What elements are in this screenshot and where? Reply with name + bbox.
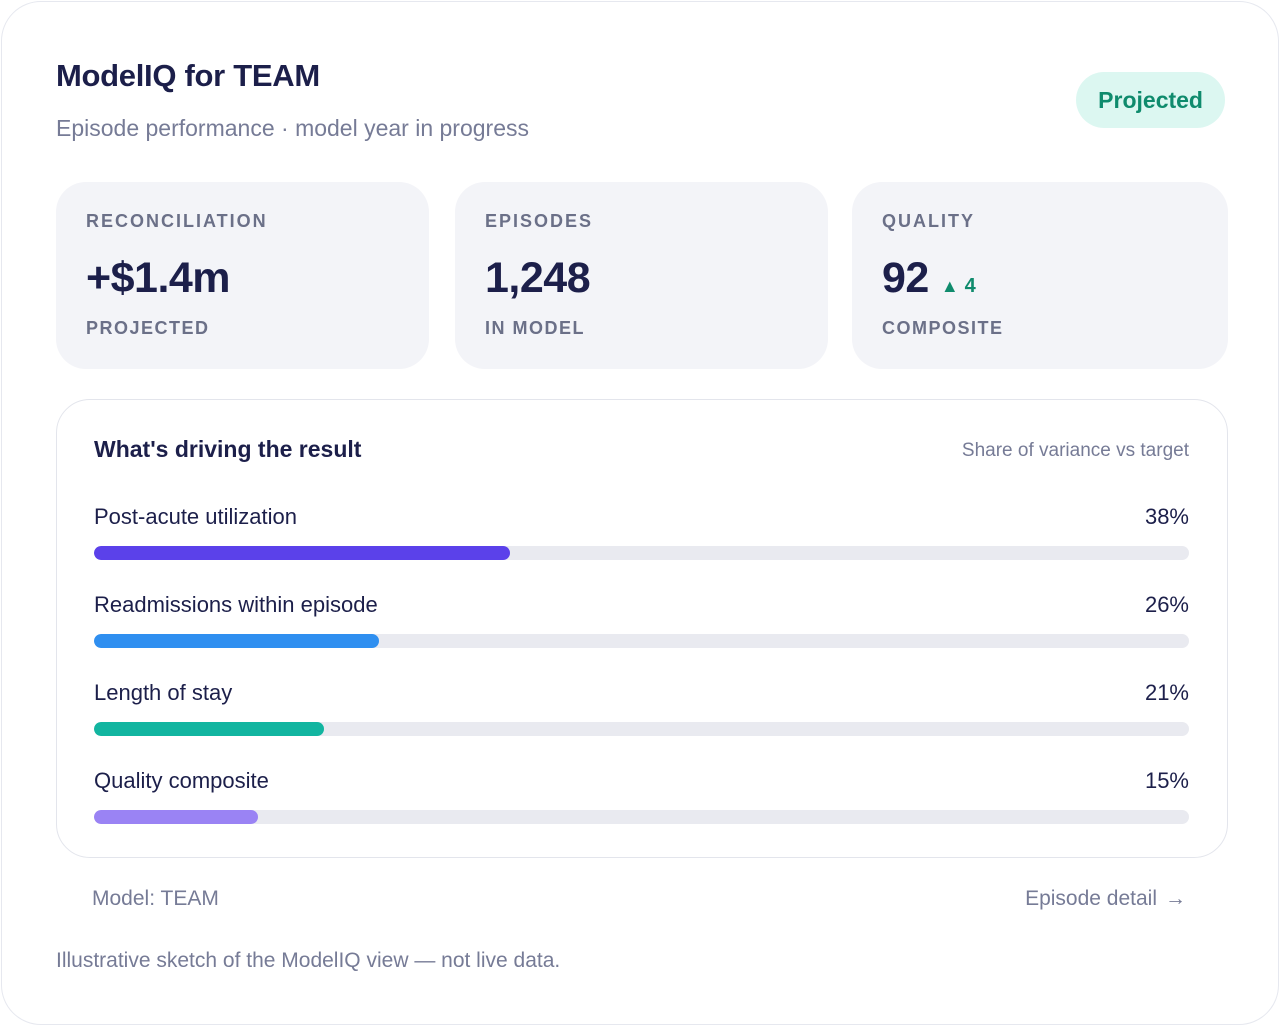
- kpi-delta-value: 4: [964, 275, 976, 297]
- kpi-episodes: EPISODES 1,248 IN MODEL: [455, 182, 828, 369]
- driver-label: Readmissions within episode: [94, 592, 378, 617]
- kpi-foot: IN MODEL: [485, 318, 585, 338]
- kpi-quality: QUALITY 92 ▲ 4 COMPOSITE: [852, 182, 1228, 369]
- model-label: Model: TEAM: [92, 887, 219, 910]
- kpi-reconciliation: RECONCILIATION +$1.4m PROJECTED: [56, 182, 429, 369]
- drivers-note: Share of variance vs target: [961, 440, 1189, 461]
- kpi-label: EPISODES: [485, 211, 594, 231]
- driver-label: Length of stay: [94, 680, 233, 705]
- driver-row: Quality composite 15%: [94, 768, 1189, 838]
- driver-bar-fill: [94, 546, 511, 560]
- kpi-foot: COMPOSITE: [882, 318, 1004, 338]
- driver-label: Post-acute utilization: [94, 504, 297, 529]
- driver-bar-track: [94, 634, 1189, 648]
- driver-bar-fill: [94, 722, 324, 736]
- episode-detail-label[interactable]: Episode detail: [1025, 887, 1157, 910]
- driver-percent: 38%: [1144, 504, 1189, 529]
- driver-percent: 21%: [1144, 680, 1189, 705]
- status-badge: Projected: [1076, 72, 1225, 128]
- kpi-label: RECONCILIATION: [86, 211, 268, 231]
- drivers-title: What's driving the result: [94, 436, 362, 462]
- kpi-foot: PROJECTED: [86, 318, 210, 338]
- driver-row: Length of stay 21%: [94, 680, 1189, 750]
- kpi-value: 92: [882, 254, 929, 302]
- kpi-delta: ▲ 4: [941, 275, 976, 298]
- driver-bar-track: [94, 722, 1189, 736]
- driver-bar-fill: [94, 634, 379, 648]
- kpi-value: 1,248: [485, 254, 591, 302]
- arrow-right-icon[interactable]: →: [1165, 887, 1186, 910]
- driver-row: Readmissions within episode 26%: [94, 592, 1189, 662]
- drivers-panel: What's driving the result Share of varia…: [56, 399, 1228, 858]
- triangle-up-icon: ▲: [940, 276, 959, 296]
- driver-percent: 15%: [1144, 768, 1189, 793]
- driver-label: Quality composite: [94, 768, 269, 793]
- page-subtitle: Episode performance · model year in prog…: [56, 115, 530, 141]
- driver-bar-track: [94, 810, 1189, 824]
- driver-bar-fill: [94, 810, 259, 824]
- page-title: ModelIQ for TEAM: [56, 58, 320, 93]
- driver-bar-track: [94, 546, 1189, 560]
- driver-percent: 26%: [1144, 592, 1189, 617]
- episode-detail-link[interactable]: Episode detail →: [1025, 887, 1186, 911]
- disclaimer: Illustrative sketch of the ModelIQ view …: [56, 949, 561, 972]
- kpi-value: +$1.4m: [86, 254, 231, 302]
- kpi-label: QUALITY: [882, 211, 975, 231]
- driver-row: Post-acute utilization 38%: [94, 504, 1189, 574]
